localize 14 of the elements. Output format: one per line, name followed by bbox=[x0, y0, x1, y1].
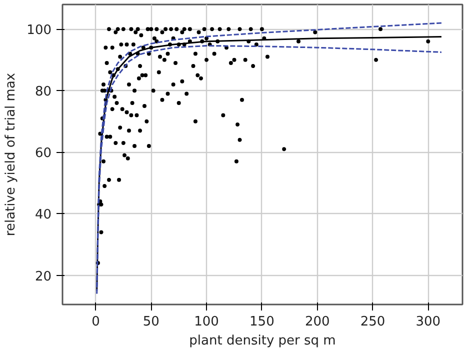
x-tick-label: 200 bbox=[304, 314, 330, 330]
x-tick-label: 50 bbox=[142, 314, 160, 330]
x-tick-label: 150 bbox=[250, 314, 274, 330]
y-tick-label: 80 bbox=[34, 84, 52, 100]
x-axis-title: plant density per sq m bbox=[189, 334, 336, 348]
y-tick-label: 60 bbox=[34, 146, 52, 162]
y-tick-label: 100 bbox=[26, 23, 52, 38]
x-tick-label: 300 bbox=[416, 314, 441, 330]
x-tick-label: 250 bbox=[360, 314, 386, 330]
y-axis-title: relative yield of trial max bbox=[4, 72, 19, 236]
y-tick-label: 40 bbox=[34, 208, 52, 223]
x-tick-label: 0 bbox=[92, 314, 100, 330]
y-tick-label: 20 bbox=[34, 269, 52, 284]
x-tick-label: 100 bbox=[194, 314, 219, 330]
